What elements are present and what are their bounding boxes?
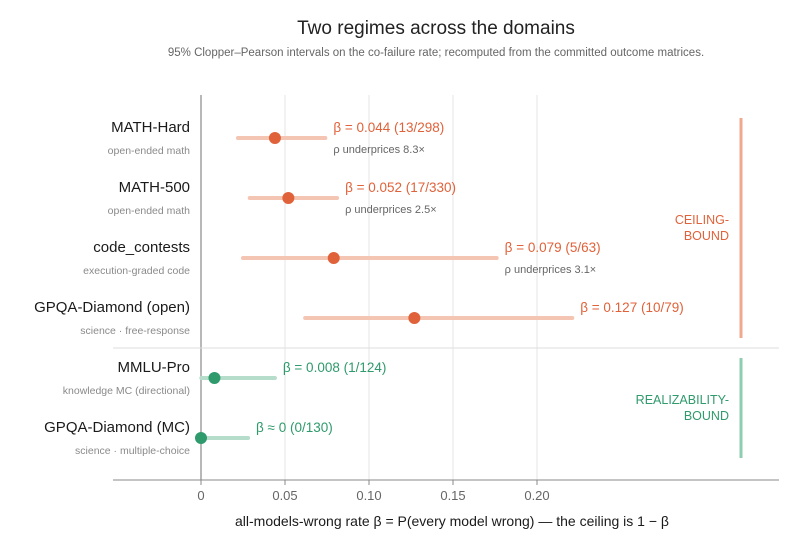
point-estimate [268,132,281,144]
realizability-regime-label-line-0: REALIZABILITY- [636,393,729,407]
x-tick-label-4: 0.20 [524,488,549,503]
beta-data-label: β ≈ 0 (0/130) [256,420,333,435]
row-label: MATH-500 [119,179,190,196]
data-row-1: MATH-500 open-ended math β = 0.052 (17/330… [108,179,456,217]
chart-subtitle: 95% Clopper–Pearson intervals on the co-… [168,47,704,59]
ceiling-regime-label-line-0: CEILING- [675,213,729,227]
point-estimate [408,312,421,324]
x-tick-label-0: 0 [197,488,204,503]
row-label: code_contests [93,239,190,256]
regime-layer: CEILING- BOUND REALIZABILITY- BOUND [636,118,743,458]
rows-layer: MATH-Hard open-ended math β = 0.044 (13/29… [34,119,684,457]
x-tick-label-2: 0.10 [356,488,381,503]
rho-annotation: ρ underprices 3.1× [505,264,597,276]
realizability-regime-label-line-1: BOUND [684,409,729,423]
row-sublabel: science · free-response [80,325,190,337]
beta-data-label: β = 0.044 (13/298) [333,120,444,135]
data-row-2: code_contests execution-graded code β = 0.… [83,239,600,277]
row-sublabel: science · multiple-choice [75,445,190,457]
chart-title: Two regimes across the domains [297,18,575,39]
row-sublabel: knowledge MC (directional) [63,385,190,397]
x-tick-label-1: 0.05 [272,488,297,503]
rho-annotation: ρ underprices 2.5× [345,204,437,216]
beta-data-label: β = 0.008 (1/124) [283,360,386,375]
row-sublabel: execution-graded code [83,265,190,277]
point-estimate [282,192,295,204]
row-sublabel: open-ended math [108,205,190,217]
data-row-3: GPQA-Diamond (open) science · free-respon… [34,299,684,337]
axis-layer: 0 0.05 0.10 0.15 0.20 [113,479,779,503]
point-estimate [327,252,340,264]
point-estimate [195,432,207,444]
beta-data-label: β = 0.079 (5/63) [505,240,601,255]
row-sublabel: open-ended math [108,145,190,157]
point-estimate [208,372,221,384]
x-tick-label-3: 0.15 [440,488,465,503]
row-label: MMLU-Pro [117,359,190,376]
row-label: GPQA-Diamond (open) [34,299,190,316]
rho-annotation: ρ underprices 8.3× [333,144,425,156]
data-row-5: GPQA-Diamond (MC) science · multiple-choi… [44,419,333,457]
row-label: GPQA-Diamond (MC) [44,419,190,436]
beta-data-label: β = 0.052 (17/330) [345,180,456,195]
grid-layer [113,95,779,480]
x-axis-label: all-models-wrong rate β = P(every model … [235,513,669,529]
data-row-4: MMLU-Pro knowledge MC (directional) β = 0.… [63,359,387,397]
data-row-0: MATH-Hard open-ended math β = 0.044 (13/29… [108,119,445,157]
ceiling-regime-label-line-1: BOUND [684,229,729,243]
row-label: MATH-Hard [111,119,190,136]
beta-data-label: β = 0.127 (10/79) [580,300,683,315]
